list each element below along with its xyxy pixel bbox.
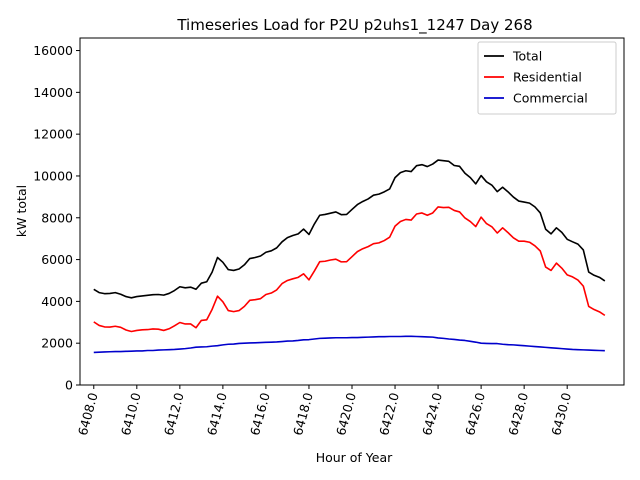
x-tick-label: 6426.0: [462, 391, 488, 437]
x-axis: 6408.0 6410.0 6412.0 6414.0 6416.0 6418.0 6420…: [75, 385, 574, 437]
y-tick-label: 14000: [33, 85, 73, 100]
legend-box: [477, 41, 617, 115]
legend-label-total: Total: [512, 49, 542, 64]
y-tick-label: 6000: [41, 252, 73, 267]
y-tick-label: 4000: [41, 294, 73, 309]
series-line-total: [93, 159, 606, 299]
legend-label-residential: Residential: [513, 70, 582, 85]
series-line-residential: [93, 206, 606, 333]
y-tick-label: 2000: [41, 336, 73, 351]
x-tick-label: 6422.0: [376, 391, 402, 437]
x-tick-label: 6430.0: [548, 391, 574, 437]
chart-title: Timeseries Load for P2U p2uhs1_1247 Day …: [176, 16, 532, 35]
y-axis-label: kW total: [14, 185, 29, 237]
x-tick-label: 6418.0: [290, 391, 316, 437]
y-tick-label: 8000: [41, 210, 73, 225]
x-axis-label: Hour of Year: [316, 450, 393, 465]
x-tick-label: 6424.0: [419, 391, 445, 437]
legend: Total Residential Commercial: [477, 41, 617, 115]
series-line-commercial: [93, 335, 605, 354]
y-tick-label: 10000: [33, 168, 73, 183]
x-tick-label: 6412.0: [161, 391, 187, 437]
x-tick-label: 6416.0: [247, 391, 273, 437]
x-tick-label: 6428.0: [505, 391, 531, 437]
y-axis: 0 2000 4000 6000 8000 10000 12000 14000 16000: [33, 43, 80, 393]
x-tick-label: 6414.0: [204, 391, 230, 437]
y-tick-label: 12000: [33, 127, 73, 142]
plot-frame: [79, 37, 625, 386]
x-tick-label: 6410.0: [118, 391, 144, 437]
plot-area: [93, 159, 606, 354]
x-tick-label: 6408.0: [75, 391, 101, 437]
x-tick-label: 6420.0: [333, 391, 359, 437]
y-tick-label: 16000: [33, 43, 73, 58]
legend-label-commercial: Commercial: [513, 91, 588, 106]
y-tick-label: 0: [65, 378, 73, 393]
